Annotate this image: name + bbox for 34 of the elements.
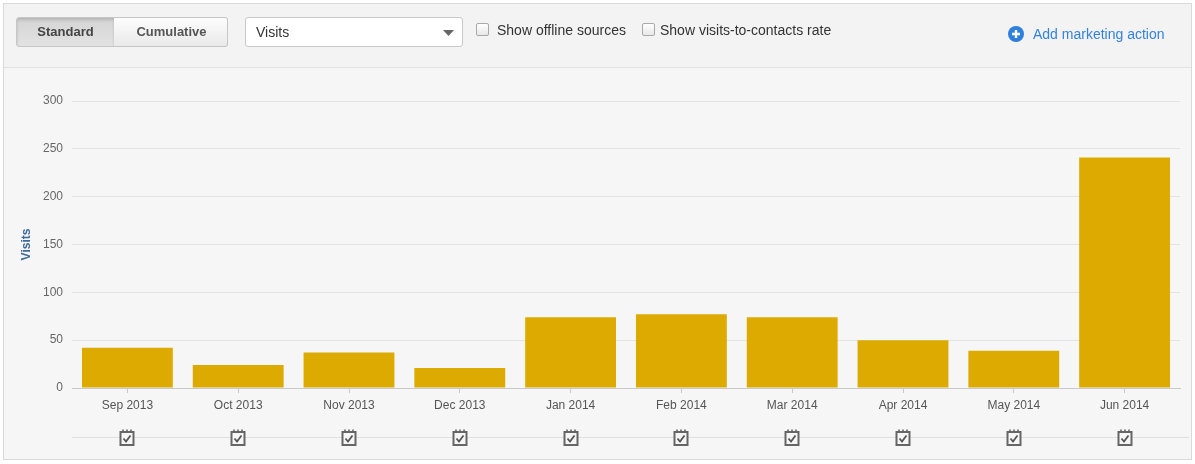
bar [746,317,838,388]
bar [525,317,617,388]
x-tick-label: Feb 2014 [656,397,708,412]
x-tick-label: Jan 2014 [545,397,596,412]
bar [857,340,949,388]
x-tick-label: Sep 2013 [101,397,154,412]
x-tick-label: Nov 2013 [323,397,376,412]
text: Show offline sources [497,22,626,39]
text: Standard [37,24,94,40]
x-tick-label: Apr 2014 [878,397,928,412]
y-tick-label: 100 [42,284,64,299]
text: Show visits-to-contacts rate [660,22,832,39]
x-tick-label: Dec 2013 [434,397,486,412]
bar [414,367,506,388]
bar [192,365,284,388]
bar [635,314,727,388]
dropdown-field: Visits [245,17,463,47]
text: Cumulative [136,24,207,40]
y-tick-label: 0 [56,380,64,395]
x-tick-label: Jun 2014 [1099,397,1150,412]
x-tick-label: Oct 2013 [213,397,263,412]
y-tick-label: 150 [42,236,64,251]
y-tick-label: 300 [42,93,64,108]
x-tick-label: May 2014 [987,397,1041,412]
y-tick-label: 50 [49,332,64,347]
x-tick-label: Mar 2014 [766,397,818,412]
y-tick-label: 200 [42,188,64,203]
bar [303,352,395,388]
y-axis-title: Visits [18,228,33,261]
y-tick-label: 250 [42,141,64,156]
bar [81,347,173,388]
bar [1079,157,1171,388]
bar [968,350,1060,388]
text: Add marketing action [1033,26,1165,43]
